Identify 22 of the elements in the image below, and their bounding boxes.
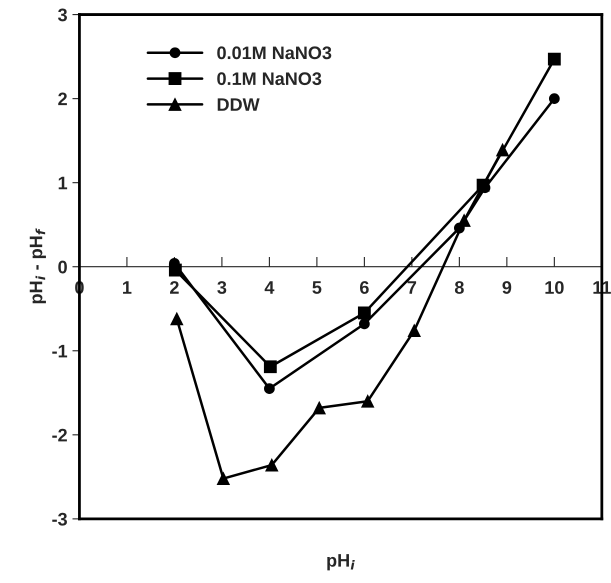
- x-tick-label: 3: [217, 281, 226, 294]
- y-tick-label: -1: [52, 344, 68, 358]
- legend-label: 0.1M NaNO3: [217, 72, 322, 86]
- x-tick-label: 4: [264, 281, 274, 294]
- x-tick-label: 8: [454, 281, 464, 294]
- y-tick-label: 0: [58, 260, 67, 274]
- y-tick-label: -2: [52, 428, 67, 442]
- x-tick-label: 10: [545, 281, 564, 294]
- x-tick-label: 5: [312, 281, 322, 294]
- x-tick-label: 2: [170, 281, 179, 294]
- legend-label: DDW: [218, 98, 260, 111]
- y-axis-title: pH$_{i}$ - pH$_{f}$: [30, 228, 46, 304]
- y-tick-label: 3: [58, 8, 67, 22]
- x-tick-label: 6: [360, 281, 369, 294]
- y-tick-label: 1: [58, 176, 68, 190]
- y-tick-label: -3: [52, 512, 67, 526]
- x-tick-label: 7: [408, 281, 416, 294]
- x-tick-label: 9: [502, 281, 512, 294]
- x-axis-title: pH$_{i}$: [327, 554, 355, 570]
- x-tick-label: 1: [123, 281, 132, 294]
- y-tick-label: 2: [58, 92, 67, 106]
- legend-label: 0.01M NaNO3: [217, 46, 332, 60]
